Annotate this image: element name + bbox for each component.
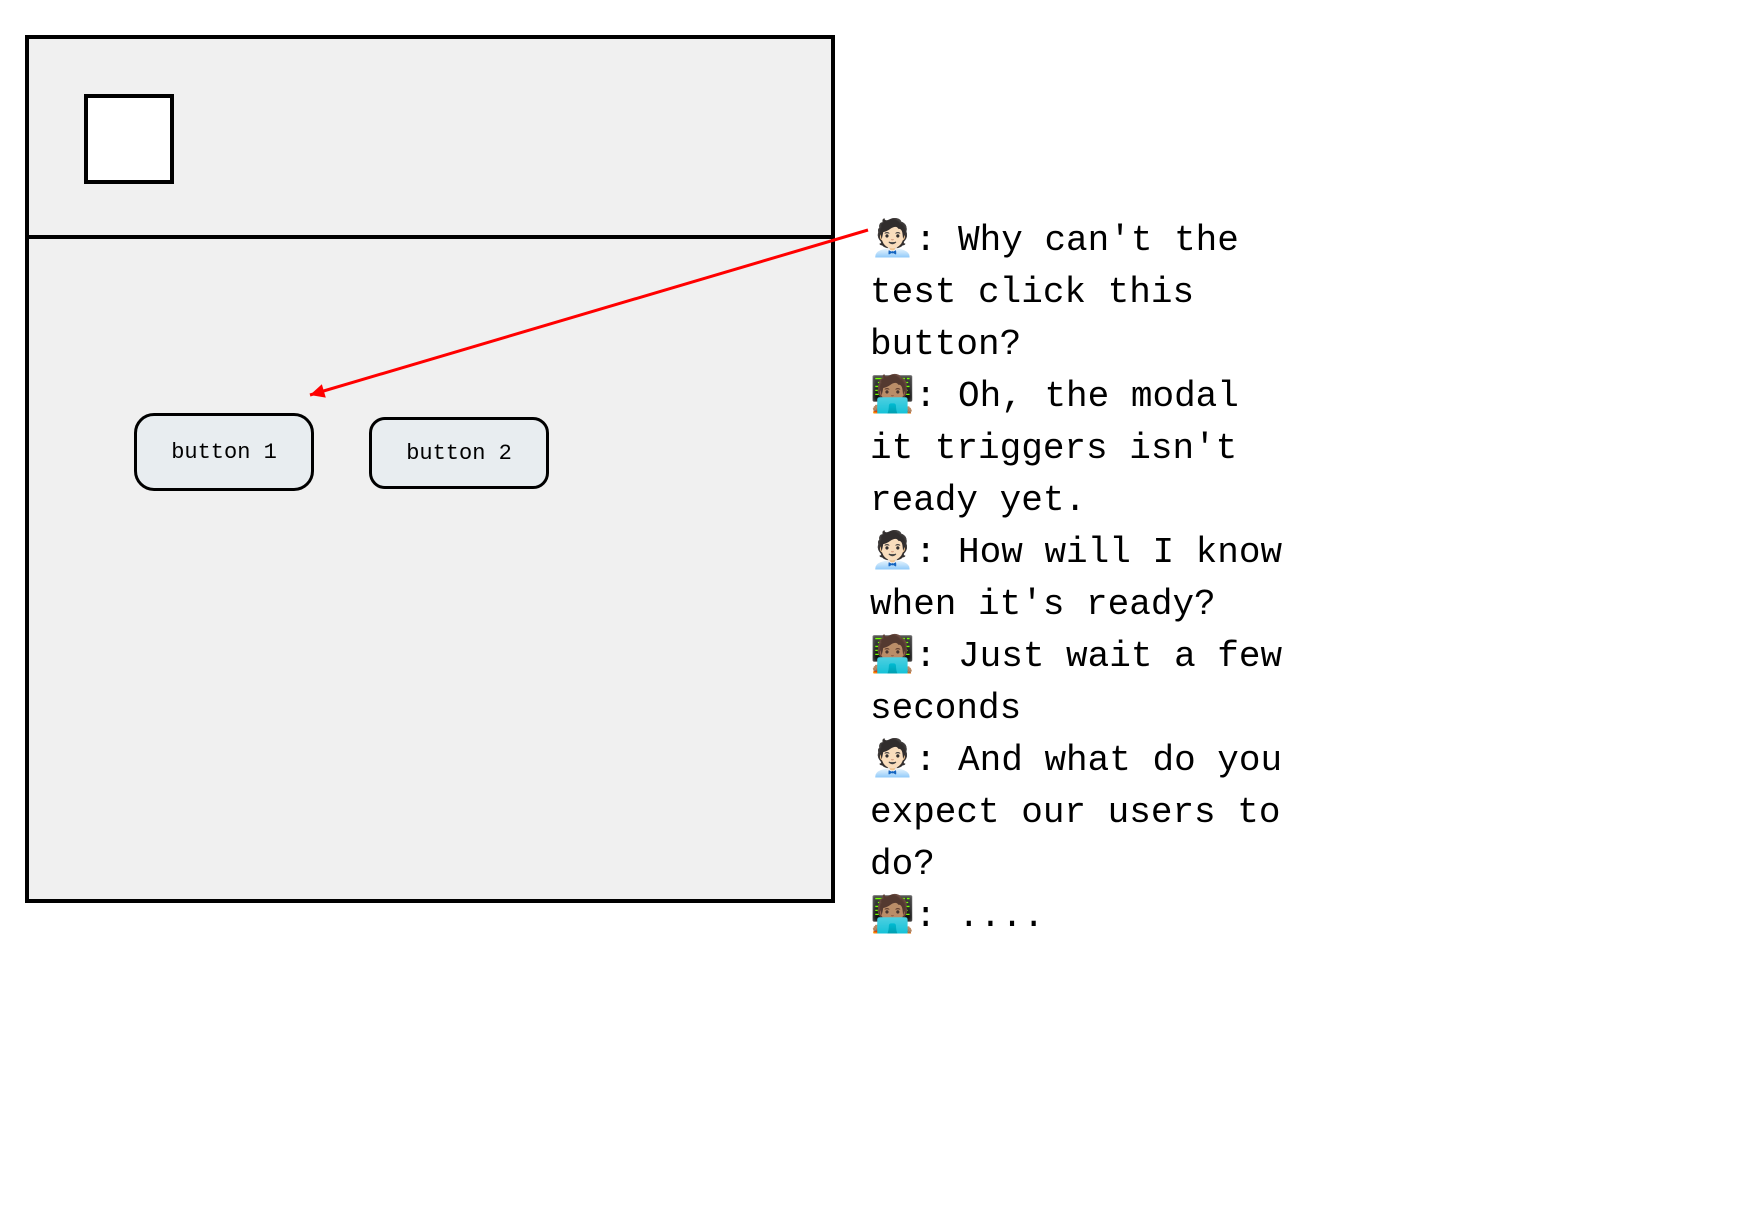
dialogue-line-9: seconds xyxy=(870,683,1730,735)
dialogue-line-6: 🧑🏻‍💼: How will I know xyxy=(870,527,1730,579)
dialogue-line-3: 🧑🏽‍💻: Oh, the modal xyxy=(870,371,1730,423)
window-frame: button 1 button 2 xyxy=(25,35,835,903)
dialogue-line-5: ready yet. xyxy=(870,475,1730,527)
dialogue-line-2: button? xyxy=(870,319,1730,371)
window-control-box xyxy=(84,94,174,184)
dialogue-block: 🧑🏻‍💼: Why can't thetest click thisbutton… xyxy=(870,215,1730,943)
dialogue-line-1: test click this xyxy=(870,267,1730,319)
dialogue-line-11: expect our users to xyxy=(870,787,1730,839)
dialogue-line-0: 🧑🏻‍💼: Why can't the xyxy=(870,215,1730,267)
dialogue-line-13: 🧑🏽‍💻: .... xyxy=(870,891,1730,943)
dialogue-line-8: 🧑🏽‍💻: Just wait a few xyxy=(870,631,1730,683)
button-1-label: button 1 xyxy=(171,440,277,465)
dialogue-line-7: when it's ready? xyxy=(870,579,1730,631)
dialogue-line-10: 🧑🏻‍💼: And what do you xyxy=(870,735,1730,787)
window-header xyxy=(29,39,831,239)
button-2[interactable]: button 2 xyxy=(369,417,549,489)
dialogue-line-12: do? xyxy=(870,839,1730,891)
button-2-label: button 2 xyxy=(406,441,512,466)
dialogue-line-4: it triggers isn't xyxy=(870,423,1730,475)
button-1[interactable]: button 1 xyxy=(134,413,314,491)
